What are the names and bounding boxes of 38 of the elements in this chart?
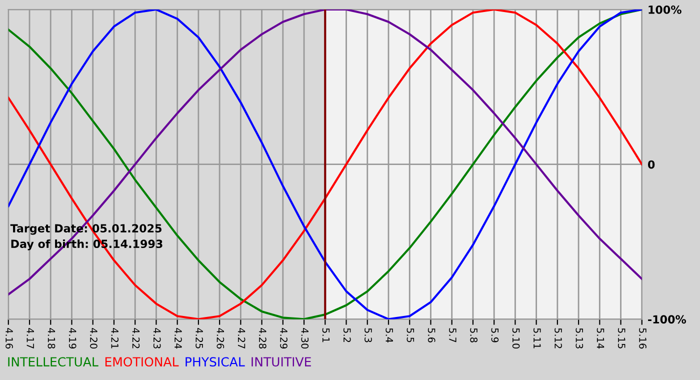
x-tick-label: 5.11	[533, 328, 541, 348]
x-tick-label: 5.14	[596, 328, 604, 349]
x-tick-label: 4.29	[280, 328, 288, 348]
y-tick-label: -100%	[648, 315, 686, 324]
text: EMOTIONAL	[105, 357, 179, 367]
x-tick-label: 4.24	[174, 328, 182, 349]
text: PHYSICAL	[186, 357, 245, 367]
text: INTELLECTUAL	[8, 357, 98, 367]
x-tick-label: 4.27	[238, 328, 246, 348]
x-tick-label: 5.4	[386, 328, 393, 342]
x-tick-label: 5.5	[406, 328, 414, 342]
text: INTUITIVE	[252, 357, 311, 367]
y-tick-label: 100%	[648, 5, 682, 14]
x-tick-label: 5.13	[576, 328, 584, 348]
x-tick-label: 5.10	[512, 328, 520, 349]
x-tick-label: 5.12	[554, 328, 562, 348]
x-tick-label: 4.26	[216, 328, 224, 349]
x-tick-label: 4.30	[301, 328, 309, 349]
x-tick-label: 5.8	[470, 328, 478, 342]
x-tick-label: 5.16	[639, 328, 646, 349]
x-tick-label: 4.21	[111, 328, 119, 348]
x-tick-label: 5.15	[618, 328, 626, 348]
x-tick-label: 4.20	[90, 328, 98, 349]
x-tick-label: 5.7	[449, 328, 456, 342]
x-tick-label: 4.25	[196, 328, 203, 348]
x-tick-label: 4.19	[68, 328, 76, 348]
x-tick-label: 5.2	[343, 328, 351, 342]
x-tick-label: 5.1	[322, 328, 330, 342]
x-tick-label: 5.9	[491, 328, 499, 342]
x-tick-label: 4.28	[258, 328, 266, 349]
y-tick-label: 0	[648, 160, 655, 169]
x-tick-label: 5.3	[364, 328, 372, 342]
x-tick-label: 5.6	[428, 328, 436, 342]
x-tick-label: 4.22	[132, 328, 140, 348]
x-tick-label: 4.17	[26, 328, 34, 348]
x-tick-label: 4.23	[153, 328, 161, 348]
x-tick-label: 4.18	[48, 328, 56, 349]
x-tick-label: 4.16	[6, 328, 13, 349]
